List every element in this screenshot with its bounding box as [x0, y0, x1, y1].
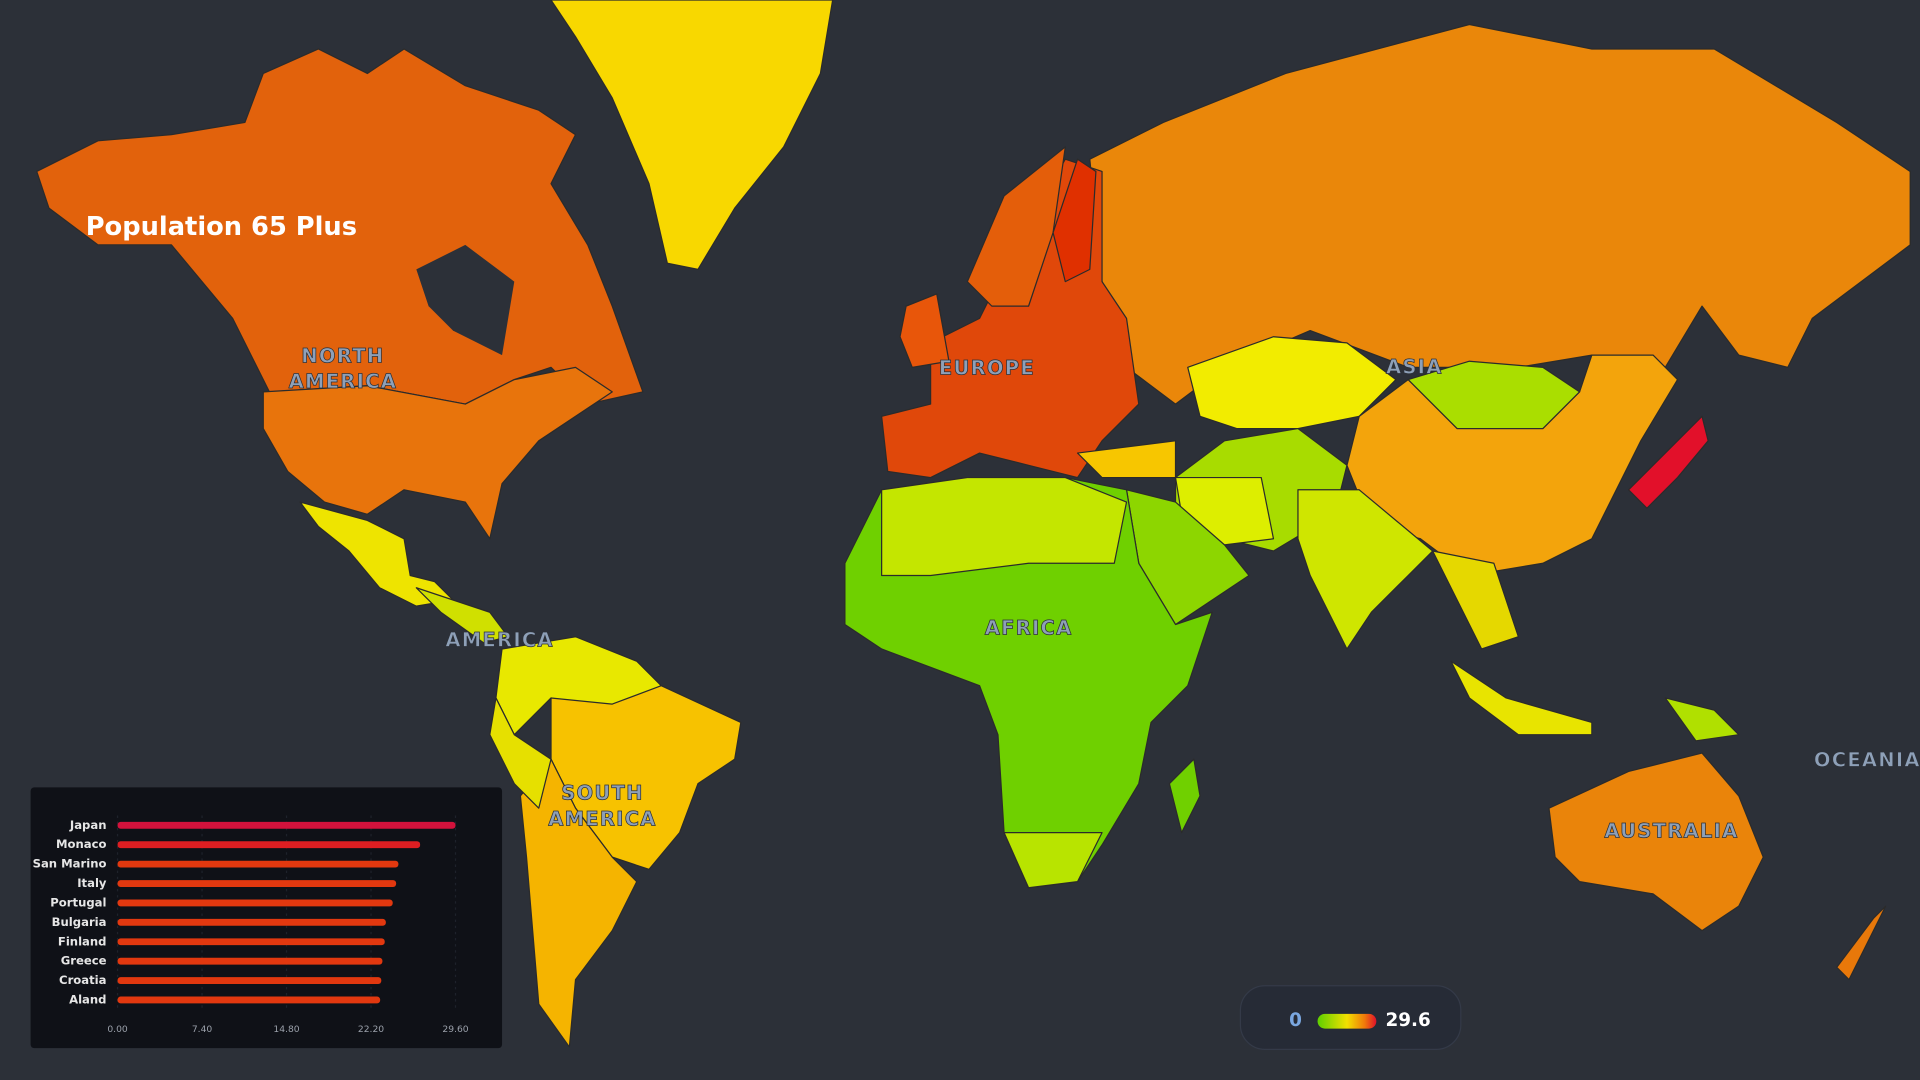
uk: [899, 293, 950, 368]
africa: [844, 476, 1213, 889]
bar: [117, 899, 393, 907]
map-title: Population 65 Plus: [86, 212, 357, 242]
bar: [117, 918, 386, 926]
bar: [117, 821, 456, 829]
region-label: EUROPE: [939, 357, 1035, 380]
region-label: AFRICA: [985, 616, 1073, 639]
y-tick-label: Japan: [69, 818, 107, 832]
bar: [117, 996, 381, 1004]
southern-cone: [519, 758, 638, 1048]
andes: [489, 697, 552, 809]
region-label: AUSTRALIA: [1604, 820, 1738, 843]
southeast-asia: [1432, 550, 1519, 650]
australia: [1548, 752, 1764, 932]
bar: [117, 977, 382, 984]
region-label: NORTH: [301, 344, 384, 367]
new-guinea: [1664, 697, 1740, 742]
bar-chart: 0.00 7.40 14.80 22.20 29.60 Japan Monaco San Ma…: [33, 815, 469, 1035]
usa: [262, 366, 613, 540]
legend-max: 29.6: [1386, 1010, 1431, 1031]
region-label: AMERICA: [445, 629, 553, 652]
bar: [117, 938, 385, 946]
region-label: ASIA: [1386, 355, 1443, 378]
x-tick-label: 7.40: [192, 1024, 213, 1035]
y-tick-label: Finland: [58, 934, 107, 948]
y-tick-label: Greece: [61, 954, 107, 968]
y-tick-label: San Marino: [33, 857, 107, 871]
legend-min: 0: [1289, 1010, 1302, 1031]
y-tick-label: Portugal: [50, 895, 106, 909]
region-labels: NORTH AMERICA EUROPE ASIA AMERICA AFRICA SOUTH…: [288, 344, 1920, 843]
india: [1297, 489, 1434, 650]
world-map: [36, 0, 1911, 1048]
japan: [1627, 415, 1709, 509]
south-africa: [1003, 832, 1103, 889]
y-tick-label: Italy: [77, 876, 107, 890]
bar: [117, 841, 421, 849]
region-label: SOUTH: [561, 782, 644, 805]
finland: [1052, 158, 1097, 283]
hudson-bay: [416, 244, 515, 356]
region-label: OCEANIA: [1814, 749, 1920, 772]
bar: [117, 880, 397, 887]
greenland: [550, 0, 834, 270]
y-tick-label: Croatia: [59, 973, 106, 987]
x-tick-label: 22.20: [358, 1024, 384, 1035]
region-label: AMERICA: [548, 807, 656, 830]
new-zealand: [1836, 905, 1887, 981]
x-tick-label: 14.80: [273, 1024, 299, 1035]
y-tick-label: Monaco: [56, 837, 107, 851]
y-tick-label: Aland: [69, 992, 106, 1006]
bar: [117, 860, 399, 868]
y-tick-label: Bulgaria: [52, 915, 107, 929]
legend-gradient: [1317, 1013, 1377, 1029]
indonesia: [1450, 660, 1593, 736]
region-label: AMERICA: [289, 370, 397, 393]
bar: [117, 957, 383, 965]
north-africa: [881, 476, 1128, 577]
madagascar: [1168, 758, 1201, 834]
x-tick-label: 0.00: [107, 1024, 128, 1035]
mongolia: [1407, 360, 1581, 430]
central-america: [415, 587, 509, 644]
x-tick-label: 29.60: [442, 1024, 468, 1035]
